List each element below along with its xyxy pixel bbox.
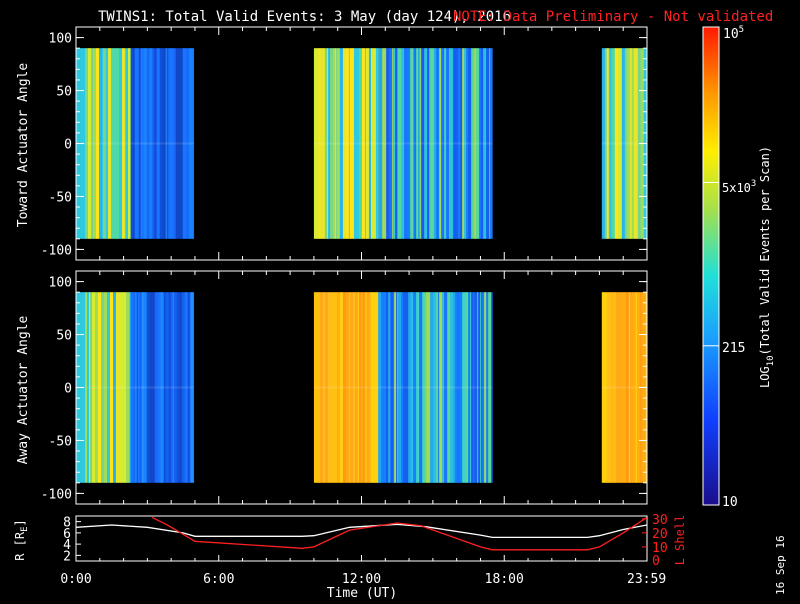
x-tick-label: 23:59: [627, 572, 666, 587]
y-tick-label: -50: [49, 190, 72, 205]
orbit-left-ylabel: R [RE]: [13, 519, 30, 561]
y-tick-label: 100: [49, 32, 72, 47]
orbit-y2-tick-label: 30: [652, 513, 668, 528]
lshell-line: [152, 517, 647, 549]
y-tick-label: 50: [56, 329, 72, 344]
y-tick-label: -50: [49, 434, 72, 449]
colorbar-tick-5e3: 5x103: [722, 179, 756, 195]
orbit-y-tick-label: 8: [63, 516, 71, 531]
preliminary-note: NOTE: Data Preliminary - Not validated: [453, 9, 773, 25]
x-tick-label: 6:00: [203, 572, 234, 587]
y-tick-label: -100: [41, 243, 72, 258]
y-tick-label: 100: [49, 276, 72, 291]
colorbar: [703, 27, 719, 505]
x-tick-label: 18:00: [485, 572, 524, 587]
colorbar-tick-215: 215: [722, 341, 745, 356]
orbit-y2-tick-label: 20: [652, 527, 668, 542]
panel-toward-ylabel: Toward Actuator Angle: [16, 63, 31, 228]
x-tick-label: 12:00: [342, 572, 381, 587]
orbit-xlabel: Time (UT): [327, 586, 397, 600]
orbit-y2-tick-label: 0: [652, 554, 660, 569]
y-tick-label: -100: [41, 487, 72, 502]
colorbar-label: LOG10(Total Valid Events per Scan): [758, 146, 776, 388]
x-tick-label: 0:00: [60, 572, 91, 587]
colorbar-tick-1e5: 105: [723, 25, 744, 42]
colorbar-tick-10: 10: [722, 495, 738, 510]
date-stamp: 16 Sep 16: [774, 535, 787, 595]
orbit-right-ylabel: L Shell: [673, 515, 687, 566]
panel-away-ylabel: Away Actuator Angle: [16, 315, 31, 464]
radius-line: [76, 524, 647, 537]
chart-title: TWINS1: Total Valid Events: 3 May (day 1…: [98, 9, 511, 25]
y-tick-label: 0: [64, 382, 72, 397]
y-tick-label: 0: [64, 138, 72, 153]
y-tick-label: 50: [56, 85, 72, 100]
